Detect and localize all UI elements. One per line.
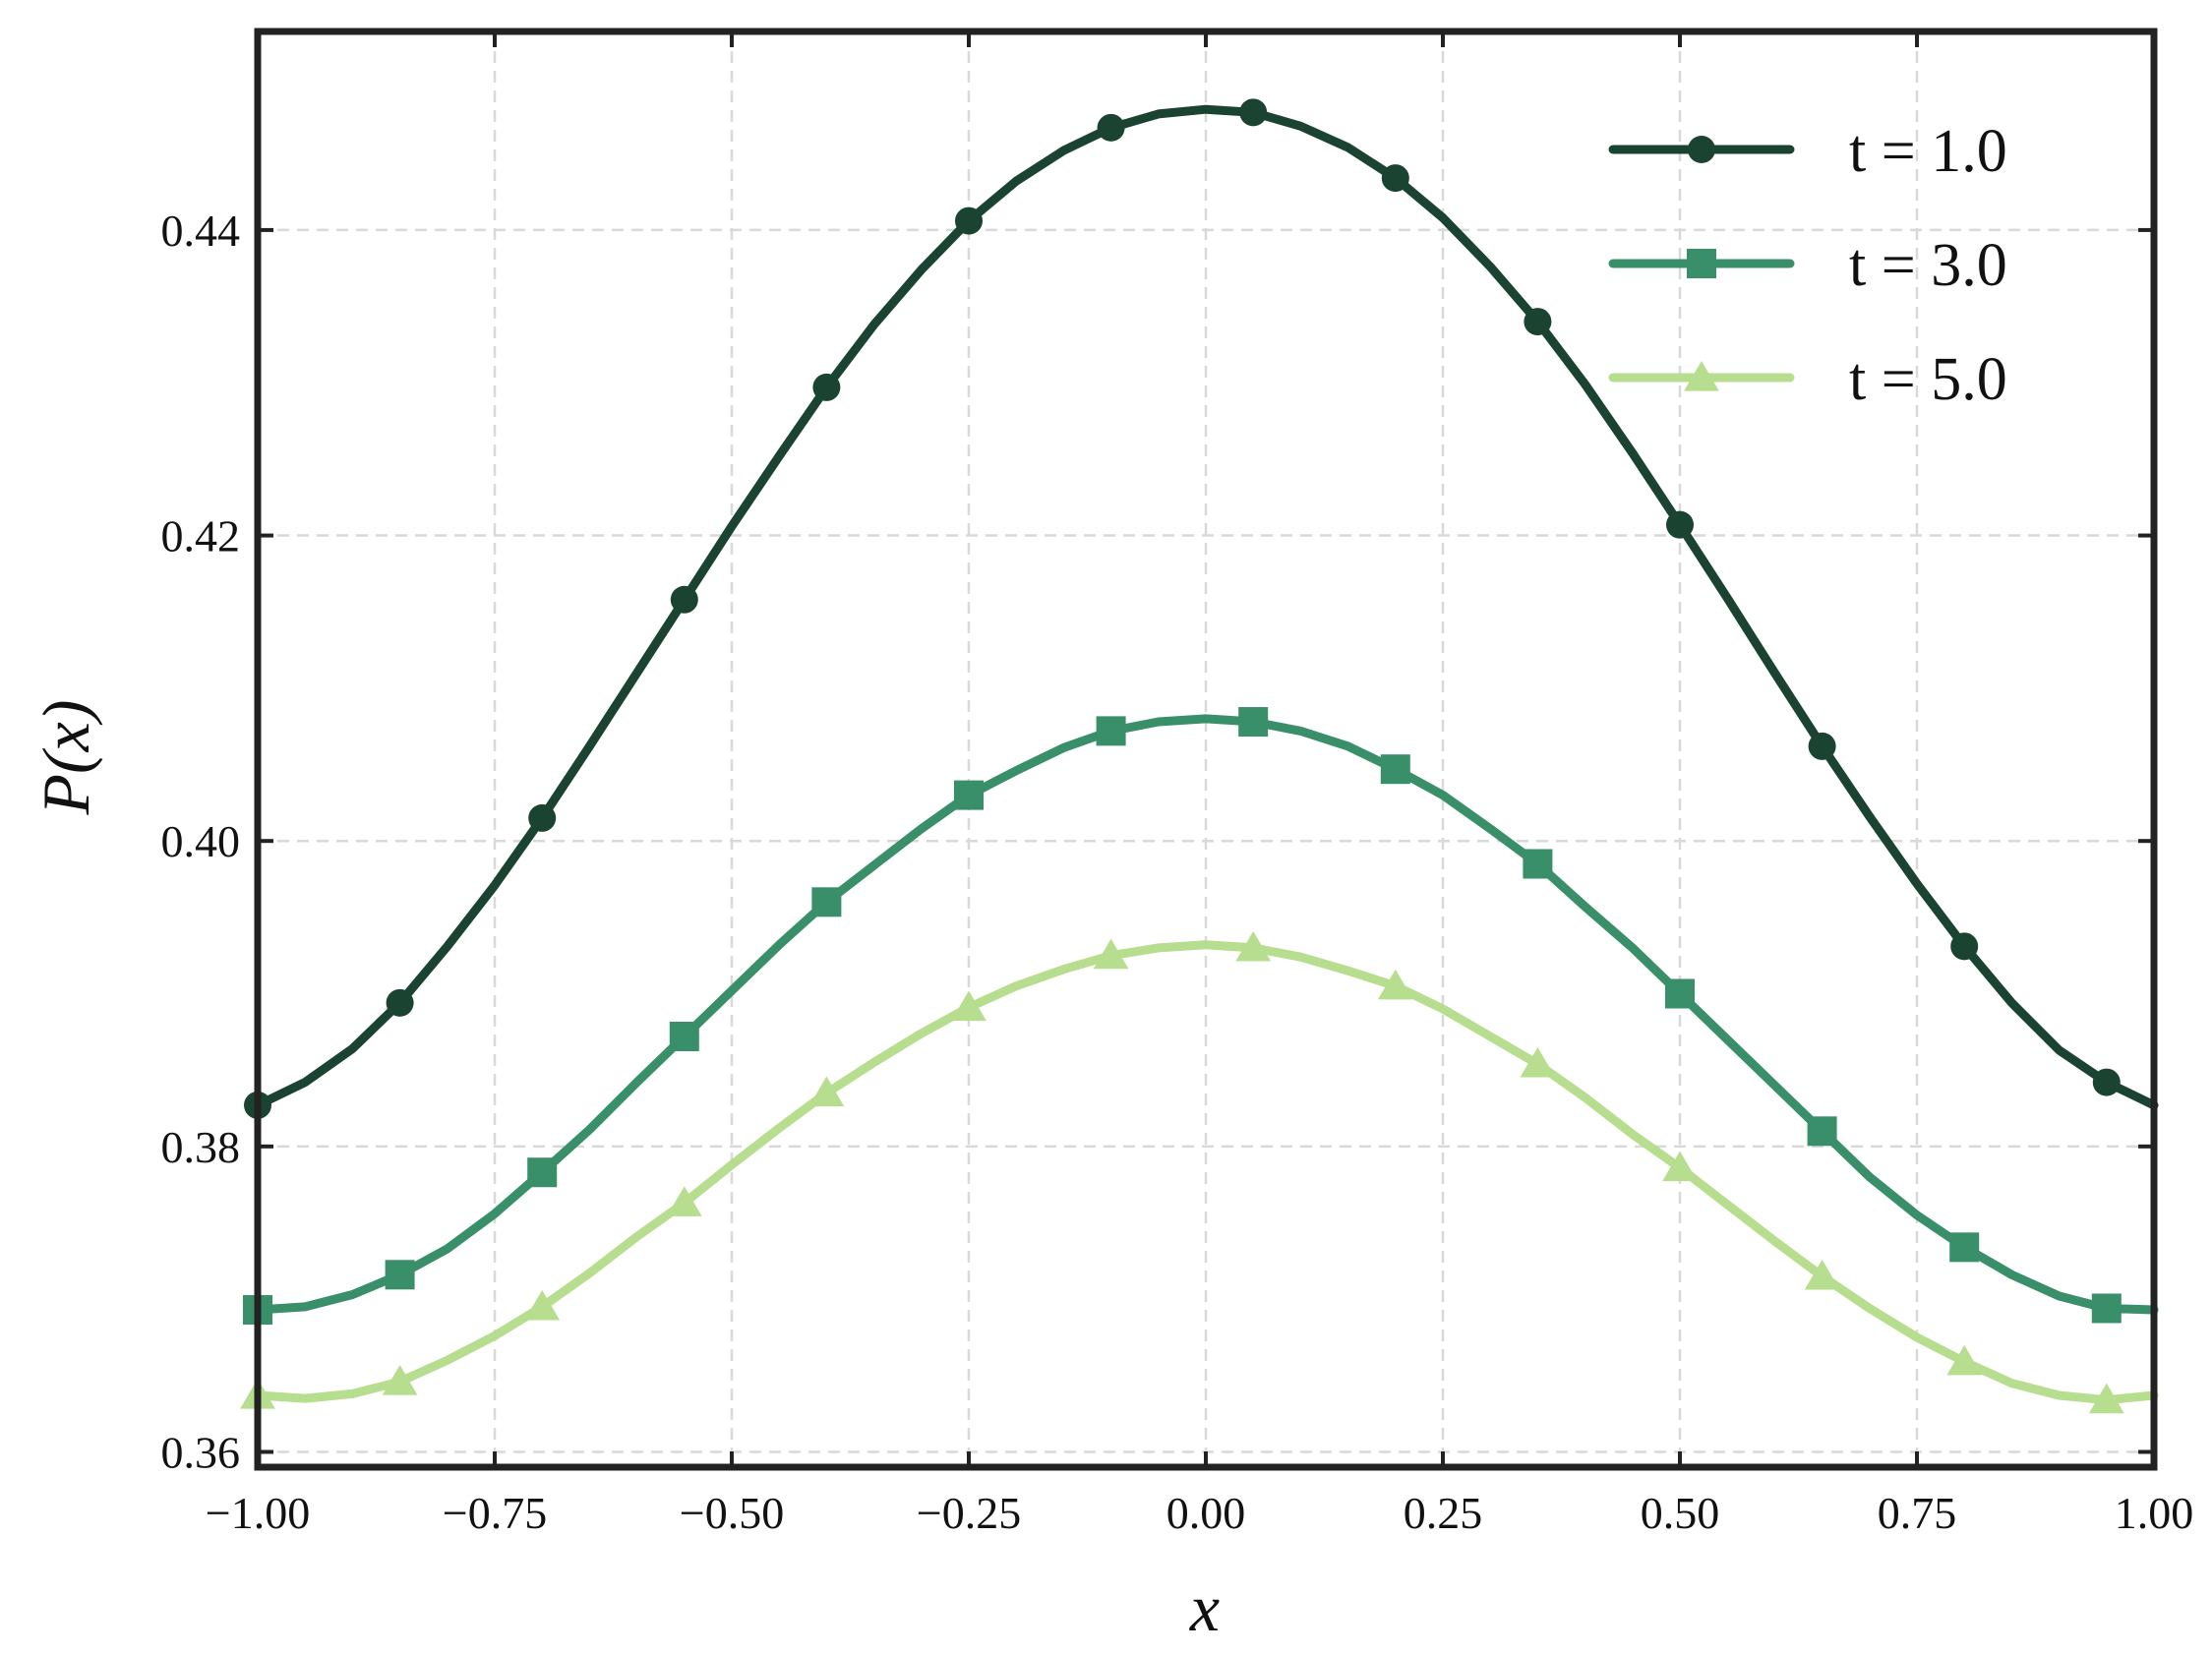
grid — [258, 31, 2154, 1467]
series-marker — [1662, 1151, 1698, 1182]
series-marker — [385, 1260, 415, 1290]
x-tick-label: −0.50 — [680, 1488, 784, 1538]
series-marker — [1523, 849, 1553, 879]
legend-entry-3: t = 5.0 — [1608, 346, 2007, 413]
legend-label: t = 3.0 — [1849, 232, 2007, 299]
series-marker — [1949, 1232, 1980, 1263]
y-axis-label: P(x) — [29, 699, 103, 815]
series-marker — [812, 373, 841, 401]
series-marker — [1808, 732, 1836, 760]
x-axis-label: x — [1189, 1570, 1220, 1645]
x-tick-label: −1.00 — [206, 1488, 310, 1538]
series-marker — [670, 585, 698, 614]
series-marker — [955, 207, 983, 235]
series-marker — [669, 1022, 699, 1051]
y-tick-label: 0.36 — [161, 1427, 241, 1477]
x-tick-label: 0.75 — [1878, 1488, 1957, 1538]
y-tick-label: 0.38 — [161, 1122, 241, 1172]
series-marker — [1807, 1116, 1837, 1147]
series-marker — [811, 887, 842, 917]
series-line — [253, 104, 2159, 1110]
series-marker — [666, 1186, 702, 1216]
series-marker — [2091, 1293, 2122, 1324]
series-marker — [1377, 969, 1413, 1000]
x-tick-label: −0.25 — [917, 1488, 1021, 1538]
series-marker — [1665, 978, 1695, 1009]
legend-entry-1: t = 1.0 — [1608, 118, 2007, 185]
series-marker — [954, 780, 984, 810]
series-marker — [2088, 1383, 2124, 1414]
x-tick-label: −0.75 — [443, 1488, 547, 1538]
x-tick-label: 1.00 — [2115, 1488, 2194, 1538]
y-tick-label: 0.44 — [161, 206, 241, 256]
series-marker — [527, 1157, 558, 1188]
series-marker — [1380, 754, 1410, 785]
legend-label: t = 1.0 — [1849, 118, 2007, 185]
x-tick-label: 0.00 — [1166, 1488, 1246, 1538]
series-marker — [382, 1365, 418, 1395]
series-line — [253, 714, 2159, 1315]
series-marker — [1666, 510, 1694, 539]
x-tick-label: 0.25 — [1404, 1488, 1483, 1538]
series-marker — [808, 1076, 845, 1107]
legend-entry-2: t = 3.0 — [1608, 232, 2007, 299]
legend-label: t = 5.0 — [1849, 346, 2007, 413]
series-marker — [386, 988, 414, 1017]
legend: t = 1.0 t = 3.0 t = 5.0 — [1608, 118, 2007, 413]
series-marker — [951, 990, 986, 1022]
series-2 — [243, 707, 2159, 1326]
y-tick-label: 0.40 — [161, 816, 241, 866]
legend-marker — [1688, 136, 1715, 163]
series-marker — [1381, 164, 1409, 193]
series-marker — [1804, 1259, 1840, 1290]
legend-marker — [1687, 249, 1716, 278]
series-marker — [1520, 1046, 1556, 1078]
series-marker — [524, 1289, 561, 1321]
legend-marker — [1684, 361, 1719, 391]
x-tick-label: 0.50 — [1641, 1488, 1720, 1538]
series-marker — [1946, 1344, 1983, 1376]
series-marker — [1239, 98, 1268, 127]
series-marker — [1097, 113, 1125, 142]
plot-series — [240, 98, 2159, 1414]
series-marker — [2092, 1068, 2121, 1096]
series-marker — [1238, 707, 1269, 738]
axes: −1.00 −0.75 −0.50 −0.25 0.00 0.25 0.50 0.75 1.00… — [161, 28, 2194, 1538]
series-marker — [1096, 716, 1126, 746]
y-tick-label: 0.42 — [161, 511, 241, 562]
series-3 — [240, 930, 2159, 1414]
series-marker — [1235, 930, 1272, 962]
series-marker — [1950, 932, 1979, 961]
series-marker — [1093, 938, 1129, 970]
series-marker — [528, 803, 557, 832]
series-marker — [1524, 308, 1552, 336]
